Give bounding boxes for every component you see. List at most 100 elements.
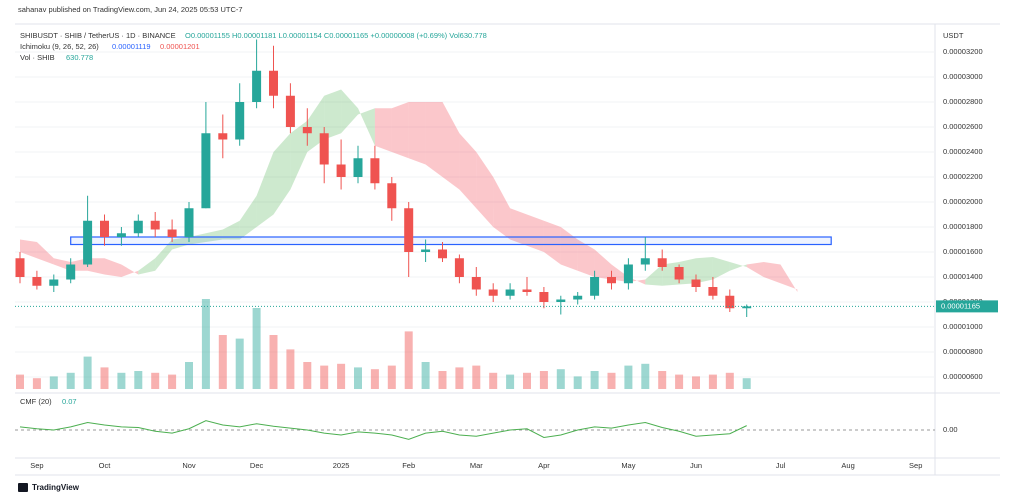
volume-bar <box>658 371 667 389</box>
volume-bar <box>438 371 447 389</box>
candle-body <box>556 299 566 302</box>
ichimoku-cloud <box>138 258 156 275</box>
volume-bar <box>590 371 599 389</box>
volume-bar <box>472 365 481 389</box>
candle-body <box>353 158 363 177</box>
volume-bar <box>641 363 650 389</box>
ichimoku-cloud <box>712 257 730 280</box>
volume-bar <box>354 367 362 389</box>
candle-body <box>421 249 431 252</box>
candle-body <box>488 289 498 296</box>
candle-body <box>66 264 76 280</box>
volume-bar <box>117 372 126 389</box>
x-tick-label: Oct <box>99 461 112 470</box>
volume-bar <box>218 335 227 389</box>
ichimoku-cloud <box>358 108 375 146</box>
candle-body <box>100 220 109 237</box>
candle-body <box>438 249 447 259</box>
axis-unit: USDT <box>943 31 964 40</box>
candle-body <box>133 220 143 234</box>
ichimoku-cloud <box>20 239 37 259</box>
candle-body <box>285 95 295 127</box>
volume-value: 630.778 <box>66 53 93 62</box>
y-tick-label: 0.00002000 <box>943 197 983 206</box>
volume-bar <box>337 363 346 389</box>
candle-body <box>539 292 549 302</box>
x-tick-label: Dec <box>250 461 264 470</box>
volume-bar <box>134 371 143 389</box>
y-tick-label: 0.00001800 <box>943 222 983 231</box>
ichimoku-cloud <box>408 102 426 165</box>
candle-body <box>83 220 93 265</box>
ichimoku-cloud <box>425 102 443 177</box>
ichimoku-cloud <box>780 264 798 292</box>
volume-bar <box>185 362 193 389</box>
candle-body <box>235 102 245 140</box>
ichimoku-cloud <box>121 264 139 277</box>
y-tick-label: 0.00001600 <box>943 247 983 256</box>
candle-body <box>657 258 667 267</box>
candle-body <box>150 220 160 230</box>
volume-bar <box>100 367 109 389</box>
candle-body <box>522 289 532 292</box>
y-tick-label: 0.00002600 <box>943 122 983 131</box>
footer-brand: TradingView <box>32 483 80 492</box>
y-tick-label: 0.00002400 <box>943 147 983 156</box>
ichimoku-cloud <box>577 239 595 277</box>
ichimoku-cloud <box>476 152 494 227</box>
volume-bar <box>252 308 261 389</box>
cmf-line <box>19 420 747 440</box>
x-tick-label: Jun <box>690 461 702 470</box>
volume-bar <box>506 374 515 389</box>
x-tick-label: Nov <box>182 461 196 470</box>
cmf-value: 0.07 <box>62 397 77 406</box>
candle-body <box>336 164 346 177</box>
y-tick-label: 0.00002200 <box>943 172 983 181</box>
x-tick-label: Sep <box>909 461 922 470</box>
candle-body <box>387 183 397 209</box>
candle-body <box>49 279 59 286</box>
candle-body <box>573 295 583 300</box>
volume-bar <box>151 372 160 389</box>
x-tick-label: May <box>621 461 635 470</box>
volume-label: Vol · SHIB <box>20 53 55 62</box>
ichimoku-cloud <box>239 195 257 240</box>
candle-body <box>218 133 228 140</box>
candle-body <box>15 258 25 277</box>
volume-bar <box>387 365 396 389</box>
candle-body <box>201 133 211 209</box>
volume-bar <box>742 378 751 389</box>
ichimoku-cloud <box>172 237 189 250</box>
ichimoku-cloud <box>104 258 122 277</box>
x-tick-label: Sep <box>30 461 43 470</box>
ichimoku-a: 0.00001119 <box>112 42 151 51</box>
candle-body <box>590 277 600 296</box>
candle-body <box>623 264 633 284</box>
volume-bar <box>303 362 312 389</box>
y-tick-label: 0.00003200 <box>943 47 983 56</box>
volume-bar <box>404 331 413 389</box>
candle-body <box>269 70 278 96</box>
volume-bar <box>725 372 734 389</box>
candle-body <box>505 289 515 296</box>
y-tick-label: 0.00000800 <box>943 347 983 356</box>
zone-box <box>70 236 832 246</box>
volume-bar <box>421 362 430 389</box>
candle-body <box>708 287 718 296</box>
ichimoku-cloud <box>543 220 561 265</box>
volume-bar <box>320 365 329 389</box>
volume-bar <box>83 356 92 389</box>
ichimoku-cloud <box>36 242 54 265</box>
y-tick-label: 0.00002800 <box>943 97 983 106</box>
x-tick-label: Aug <box>841 461 854 470</box>
ichimoku-cloud <box>374 108 392 152</box>
candle-body <box>404 208 414 252</box>
ichimoku-cloud <box>442 102 460 190</box>
ichimoku-cloud <box>560 227 578 271</box>
candle-body <box>607 277 616 284</box>
ichimoku-cloud <box>155 239 173 271</box>
volume-bar <box>523 372 531 389</box>
volume-bar <box>539 371 548 389</box>
ichimoku-cloud <box>729 262 747 271</box>
